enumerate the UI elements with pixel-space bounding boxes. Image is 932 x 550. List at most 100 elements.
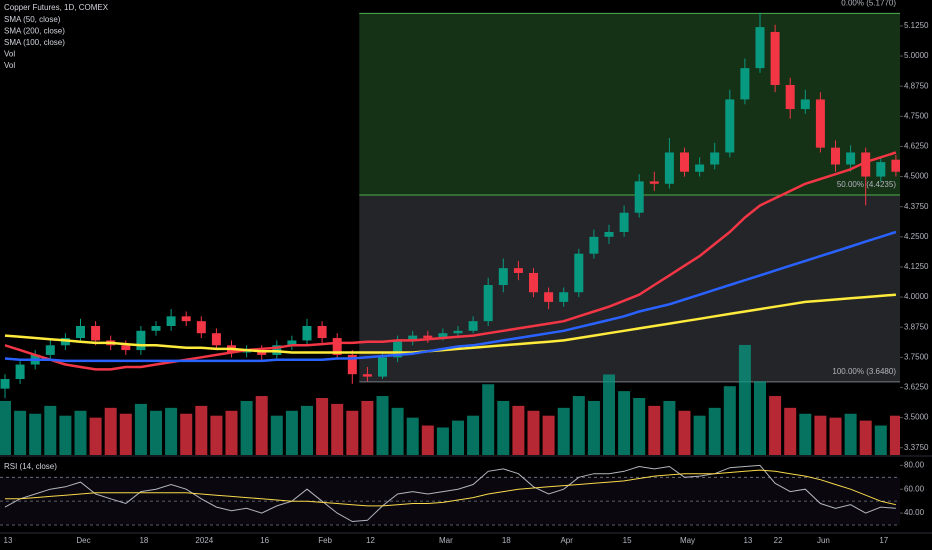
volume-bar xyxy=(391,407,404,455)
volume-bar xyxy=(270,415,283,455)
candle-body xyxy=(891,159,901,172)
volume-bar xyxy=(165,407,178,455)
x-tick-label: 2024 xyxy=(195,536,213,545)
volume-bar xyxy=(497,400,510,455)
x-tick-label: 17 xyxy=(879,536,888,545)
fib-zone xyxy=(359,13,900,196)
legend-entry: Vol xyxy=(4,50,15,59)
candle-body xyxy=(619,212,629,232)
volume-bar xyxy=(527,410,540,455)
volume-bar xyxy=(874,425,887,455)
candle-body xyxy=(136,330,146,351)
candle-body xyxy=(0,379,10,389)
volume-bar xyxy=(512,405,525,455)
candle-body xyxy=(362,374,372,377)
candle-body xyxy=(196,321,206,334)
volume-bar xyxy=(421,425,434,455)
volume-bar xyxy=(814,415,827,455)
candle-body xyxy=(393,340,403,358)
y-tick-label: 4.8750 xyxy=(904,81,929,90)
rsi-line xyxy=(4,464,896,523)
candle-body xyxy=(332,338,342,355)
volume-bar xyxy=(134,403,147,455)
volume-bar xyxy=(240,400,253,455)
volume-bar xyxy=(331,403,344,455)
volume-bar xyxy=(452,420,464,455)
x-tick-label: Mar xyxy=(439,536,453,545)
volume-bar xyxy=(195,405,208,455)
volume-bar xyxy=(74,410,87,455)
candle-body xyxy=(151,325,161,331)
volume-bar xyxy=(285,410,298,455)
candle-body xyxy=(468,321,478,331)
candle-body xyxy=(876,162,886,177)
candle-body xyxy=(664,152,674,184)
candle-body xyxy=(211,333,221,346)
candle-body xyxy=(815,99,825,148)
volume-bar xyxy=(557,407,570,455)
legend-entry: SMA (200, close) xyxy=(4,27,65,36)
y-tick-label: 4.5000 xyxy=(904,172,929,181)
candle-body xyxy=(800,99,810,110)
volume-bar xyxy=(633,398,646,455)
x-tick-label: 13 xyxy=(4,536,13,545)
volume-bar xyxy=(225,410,238,455)
candle-body xyxy=(740,68,750,100)
x-tick-label: 15 xyxy=(623,536,632,545)
volume-bar xyxy=(59,415,72,455)
x-tick-label: Dec xyxy=(76,536,90,545)
y-tick-label: 4.2500 xyxy=(904,232,929,241)
y-tick-label: 3.7500 xyxy=(904,352,929,361)
candle-body xyxy=(302,325,312,341)
x-tick-label: Jun xyxy=(817,536,830,545)
x-tick-label: 16 xyxy=(260,536,269,545)
y-tick-label: 4.6250 xyxy=(904,142,929,151)
candle-body xyxy=(785,84,795,110)
candle-body xyxy=(725,99,735,153)
candle-body xyxy=(680,152,689,172)
volume-bar xyxy=(648,405,661,455)
volume-bar xyxy=(784,407,797,455)
candle-body xyxy=(483,285,493,322)
candle-body xyxy=(649,181,659,184)
candle-body xyxy=(544,292,554,302)
candle-body xyxy=(287,340,297,346)
y-tick-label: 3.8750 xyxy=(904,322,929,331)
candle-body xyxy=(453,330,463,334)
candle-body xyxy=(438,333,448,339)
volume-bar xyxy=(889,415,902,455)
candle-body xyxy=(589,236,599,254)
candle-body xyxy=(317,325,327,339)
volume-bar xyxy=(738,344,751,455)
y-tick-label: 3.5000 xyxy=(904,413,929,422)
volume-bar xyxy=(618,391,631,455)
rsi-legend: RSI (14, close) xyxy=(4,462,57,471)
candle-body xyxy=(634,181,644,213)
volume-bar xyxy=(603,374,615,455)
y-tick-label: 4.0000 xyxy=(904,292,929,301)
volume-bar xyxy=(301,405,313,455)
volume-bar xyxy=(150,410,162,455)
y-tick-label: 4.3750 xyxy=(904,202,929,211)
volume-bar xyxy=(708,407,721,455)
rsi-tick-label: 80.00 xyxy=(904,460,925,469)
x-tick-label: May xyxy=(680,536,695,545)
volume-bar xyxy=(436,427,449,455)
candle-body xyxy=(513,268,523,273)
fib-label: 50.00% (4.4235) xyxy=(837,180,896,189)
volume-bar xyxy=(769,396,782,455)
y-tick-label: 5.1250 xyxy=(904,21,929,30)
candle-body xyxy=(166,316,176,326)
x-tick-label: 18 xyxy=(502,536,511,545)
volume-bar xyxy=(678,410,691,455)
fib-zone xyxy=(359,195,900,382)
y-tick-label: 3.6250 xyxy=(904,383,929,392)
volume-bar xyxy=(844,413,857,455)
volume-bar xyxy=(376,396,389,455)
volume-bar xyxy=(255,396,268,455)
chart-title: Copper Futures, 1D, COMEX xyxy=(4,3,109,12)
y-tick-label: 5.0000 xyxy=(904,51,929,60)
volume-bar xyxy=(799,413,812,455)
candle-body xyxy=(861,152,871,177)
